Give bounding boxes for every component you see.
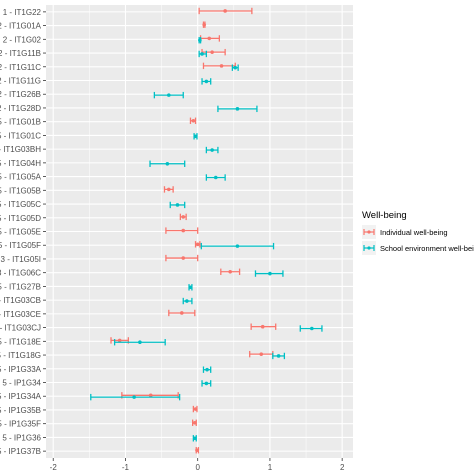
data-point xyxy=(204,79,209,84)
y-tick-label: 5 - IT1G04H xyxy=(0,159,41,168)
y-tick-label: 5 - IP1G36 xyxy=(2,433,41,442)
y-tick-label: 5 - IT1G01B xyxy=(0,118,41,127)
data-point xyxy=(167,187,171,192)
data-point xyxy=(167,93,171,97)
data-point xyxy=(181,256,186,260)
data-point xyxy=(235,244,240,248)
y-tick-label: 2 - IT1G11C xyxy=(0,63,41,72)
y-tick-label: 3 - IT1G06C xyxy=(0,269,41,278)
y-tick-label: 3 - IT1G05I xyxy=(1,255,41,264)
y-tick-label: 2 - IT1G02 xyxy=(3,35,42,44)
data-point xyxy=(276,354,281,358)
data-point xyxy=(219,64,224,68)
data-point xyxy=(223,9,227,13)
x-tick-label: 1 xyxy=(268,463,273,472)
x-tick-label: 0 xyxy=(195,463,200,472)
y-tick-label: 5 - IT1G05D xyxy=(0,214,41,223)
data-point xyxy=(205,367,209,372)
y-tick-label: 5 - IP1G34 xyxy=(2,379,41,388)
data-point xyxy=(200,52,204,56)
data-point xyxy=(180,311,184,315)
data-point xyxy=(148,393,153,398)
data-point xyxy=(259,352,264,356)
y-tick-label: 5 - IT1G18E xyxy=(0,337,41,346)
y-tick-label: 5 - IP1G34A xyxy=(0,392,42,401)
data-point xyxy=(204,381,209,386)
data-point xyxy=(175,203,180,207)
data-point xyxy=(181,228,186,233)
data-point xyxy=(193,436,197,441)
y-tick-label: 5 - IT1G05C xyxy=(0,200,41,209)
data-point xyxy=(117,338,122,343)
data-point xyxy=(193,134,198,139)
data-point xyxy=(235,107,240,111)
y-tick-label: 5 - IP1G35F xyxy=(0,420,41,429)
x-axis: -2 -1 0 1 2 xyxy=(50,458,345,472)
y-tick-label: 2 - IT1G11B xyxy=(0,49,41,58)
data-point xyxy=(132,395,136,399)
data-point xyxy=(260,324,265,329)
y-tick-label: 2 - IT1G01A xyxy=(0,22,42,31)
legend-label: Individual well-being xyxy=(380,228,448,237)
data-point xyxy=(193,420,197,425)
y-tick-label: 2 - IT1G11G xyxy=(0,77,41,86)
data-point xyxy=(181,215,186,219)
data-point xyxy=(188,285,193,290)
x-tick-label: -1 xyxy=(122,463,130,472)
data-point xyxy=(233,65,238,70)
data-point xyxy=(228,269,232,274)
x-tick-label: -2 xyxy=(50,463,58,472)
legend: Well-being Individual well-being School e… xyxy=(362,210,474,255)
y-tick-label: 2 - IT1G28D xyxy=(0,104,41,113)
data-point xyxy=(268,271,272,276)
y-tick-label: 5 - IT1G27B xyxy=(0,282,41,291)
y-tick-label: 5 - IP1G37B xyxy=(0,447,41,456)
data-point xyxy=(165,161,170,166)
y-tick-label: 5 - IT1G05B xyxy=(0,186,41,195)
y-tick-label: 2 - IT1G26B xyxy=(0,90,41,99)
y-tick-label: 5 - IP1G33A xyxy=(0,365,42,374)
y-tick-label: 5 - IT1G05E xyxy=(0,228,41,237)
legend-key-point xyxy=(367,246,371,250)
data-point xyxy=(191,118,196,123)
data-point xyxy=(310,326,314,331)
data-point xyxy=(195,242,200,247)
data-point xyxy=(185,299,189,303)
y-tick-label: 5 - IT1G18G xyxy=(0,351,41,360)
data-point xyxy=(213,175,218,180)
data-point xyxy=(202,22,206,27)
y-tick-label: 5 - IT1G03CE xyxy=(0,310,41,319)
y-tick-label: 5 - IT1G01C xyxy=(0,131,41,140)
y-tick-label: 5 - IT1G05A xyxy=(0,173,42,182)
data-point xyxy=(198,38,202,43)
data-point xyxy=(195,448,199,453)
y-tick-label: 5 - IT1G03BH xyxy=(0,145,41,154)
data-point xyxy=(210,50,214,54)
data-point xyxy=(207,36,212,41)
y-tick-label: 1 - IT1G22 xyxy=(3,8,42,17)
y-tick-label: 5 - IP1G35B xyxy=(0,406,41,415)
legend-label: School environment well-being xyxy=(380,244,474,253)
y-tick-label: 5 - IT1G03CB xyxy=(0,296,41,305)
x-tick-label: 2 xyxy=(340,463,345,472)
legend-title: Well-being xyxy=(362,210,407,221)
y-axis: 1 - IT1G22 2 - IT1G01A 2 - IT1G02 2 - IT1G1… xyxy=(0,8,46,456)
y-tick-label: 5 - IT1G03CJ xyxy=(0,324,41,333)
error-bars xyxy=(90,7,323,454)
data-point xyxy=(210,148,214,152)
data-point xyxy=(193,407,198,411)
y-tick-label: 5 - IT1G05F xyxy=(0,241,41,250)
data-point xyxy=(138,340,142,345)
legend-key-point xyxy=(367,230,371,234)
